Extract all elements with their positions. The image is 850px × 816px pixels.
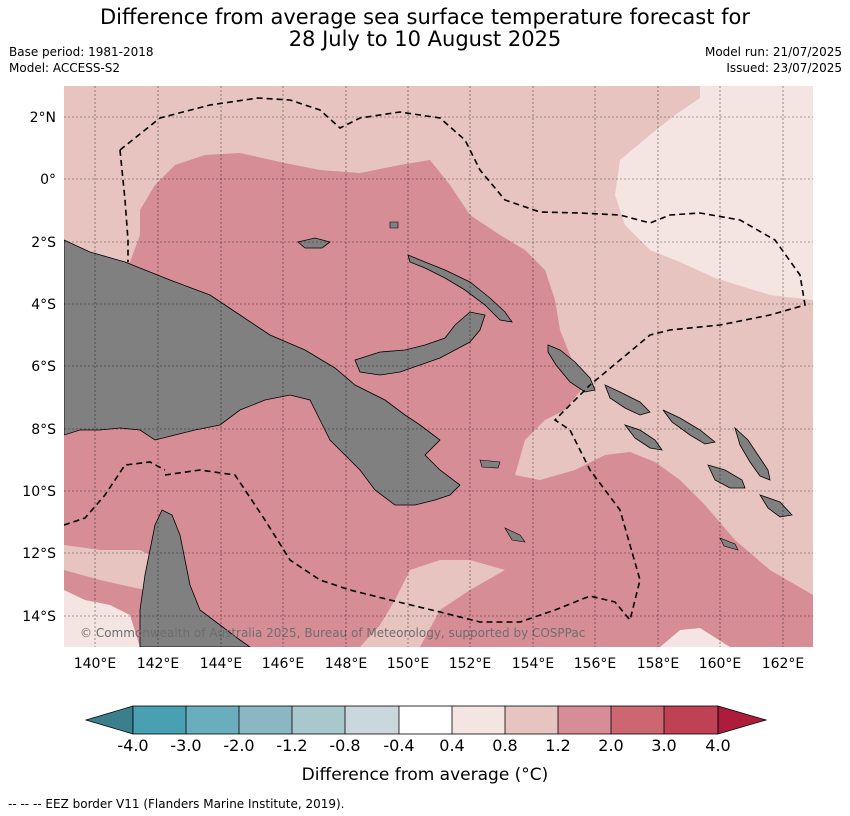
- anomaly-band-0.4-0.8-northeast: [615, 86, 813, 300]
- title-line-2: 28 July to 10 August 2025: [288, 27, 562, 51]
- colorbar-outline: [132, 705, 719, 735]
- land-guadalcanal: [707, 464, 746, 489]
- lat-label: 2°S: [31, 235, 56, 251]
- land-bougainville: [547, 344, 596, 393]
- colorbar-tick: 3.0: [651, 736, 676, 755]
- eez-borders: [64, 97, 806, 623]
- land-santa-isabel: [662, 409, 716, 445]
- land-trobriand-islands: [479, 459, 501, 469]
- land-new-georgia: [623, 424, 663, 451]
- lat-label: 2°N: [30, 110, 56, 126]
- land-cape-york: [139, 509, 251, 647]
- colorbar-segment: [505, 706, 558, 734]
- latitude-labels: 2°N 0° 2°S 4°S 6°S 8°S 10°S 12°S 14°S: [22, 110, 56, 625]
- land-small-island: [389, 221, 399, 229]
- eez-png-north: [119, 97, 806, 386]
- colorbar-extend-high: [717, 705, 768, 735]
- colorbar-segment: [611, 706, 664, 734]
- land-malaita: [734, 426, 771, 481]
- copyright-notice: © Commonwealth of Australia 2025, Bureau…: [80, 626, 585, 640]
- colorbar: -4.0 -3.0 -2.0 -1.2 -0.8 -0.4 0.4 0.8 1.…: [84, 705, 768, 785]
- issued-label: Issued: 23/07/2025: [726, 61, 842, 75]
- lon-label: 152°E: [449, 656, 492, 672]
- lat-label: 8°S: [31, 422, 56, 438]
- base-period-label: Base period: 1981-2018: [9, 45, 154, 59]
- colorbar-tick: -4.0: [117, 736, 148, 755]
- colorbar-tick: 2.0: [598, 736, 623, 755]
- colorbar-segment: [292, 706, 345, 734]
- colorbar-tick: 0.4: [439, 736, 464, 755]
- colorbar-extend-low: [84, 705, 134, 735]
- colorbar-dividers: [185, 706, 665, 734]
- land-louisiade-islands: [504, 527, 526, 543]
- land-choiseul: [604, 384, 651, 416]
- longitude-labels: 140°E 142°E 144°E 146°E 148°E 150°E 152°…: [74, 656, 805, 672]
- eez-west-segment: [119, 149, 129, 262]
- colorbar-tick: -2.0: [223, 736, 254, 755]
- lon-label: 150°E: [387, 656, 430, 672]
- lat-label: 10°S: [22, 484, 56, 500]
- colorbar-tick: -3.0: [170, 736, 201, 755]
- land-new-guinea: [64, 239, 461, 506]
- lon-label: 156°E: [574, 656, 617, 672]
- colorbar-segment: [345, 706, 399, 734]
- lon-label: 146°E: [262, 656, 305, 672]
- colorbar-tick: 1.2: [545, 736, 570, 755]
- colorbar-segment: [133, 706, 186, 734]
- colorbar-segment: [239, 706, 292, 734]
- colorbar-segment: [399, 706, 452, 734]
- sst-map: © Commonwealth of Australia 2025, Bureau…: [64, 86, 813, 647]
- lon-label: 162°E: [762, 656, 805, 672]
- colorbar-tick: 4.0: [705, 736, 730, 755]
- lon-label: 160°E: [699, 656, 742, 672]
- colorbar-tick: -0.8: [329, 736, 360, 755]
- land-rennell-island: [719, 537, 739, 551]
- colorbar-tick-labels: -4.0 -3.0 -2.0 -1.2 -0.8 -0.4 0.4 0.8 1.…: [117, 736, 730, 755]
- anomaly-band-0.4-0.8-southeast: [660, 628, 730, 647]
- lat-label: 0°: [40, 172, 56, 188]
- model-label: Model: ACCESS-S2: [9, 61, 121, 75]
- colorbar-tick: 0.8: [492, 736, 517, 755]
- eez-footnote: -- -- -- EEZ border V11 (Flanders Marine…: [8, 797, 345, 811]
- eez-png-south: [164, 384, 641, 623]
- lat-label: 12°S: [22, 546, 56, 562]
- anomaly-band-1.2-2.0-west: [64, 153, 813, 647]
- land-manus: [297, 237, 331, 249]
- land-new-britain: [354, 311, 486, 376]
- lat-label: 4°S: [31, 297, 56, 313]
- colorbar-segment: [452, 706, 505, 734]
- colorbar-segment: [664, 706, 718, 734]
- lat-label: 14°S: [22, 609, 56, 625]
- lon-label: 148°E: [325, 656, 368, 672]
- colorbar-tick: -0.4: [383, 736, 414, 755]
- title-line-1: Difference from average sea surface temp…: [100, 5, 750, 29]
- colorbar-tick: -1.2: [276, 736, 307, 755]
- colorbar-title: Difference from average (°C): [302, 765, 549, 785]
- lon-label: 144°E: [200, 656, 243, 672]
- lat-label: 6°S: [31, 359, 56, 375]
- map-gridlines: [64, 86, 813, 647]
- lon-label: 158°E: [637, 656, 680, 672]
- land-makira: [759, 494, 793, 518]
- anomaly-band-0.4-0.8-southwest-overlay: [64, 590, 140, 647]
- model-run-label: Model run: 21/07/2025: [704, 45, 842, 59]
- land-new-ireland: [407, 254, 513, 323]
- colorbar-segment: [186, 706, 239, 734]
- colorbar-segment: [558, 706, 611, 734]
- lon-label: 154°E: [512, 656, 555, 672]
- anomaly-band-0.8-1.2-southwest: [64, 545, 160, 600]
- lon-label: 142°E: [137, 656, 180, 672]
- lon-label: 140°E: [74, 656, 117, 672]
- eez-southwest: [64, 461, 166, 526]
